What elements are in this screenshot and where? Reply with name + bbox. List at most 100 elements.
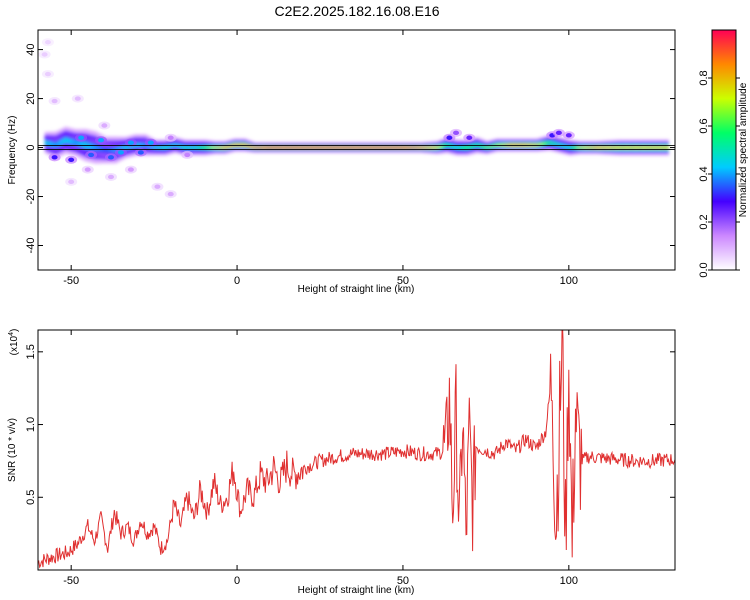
ridge-cell [526,144,530,147]
ridge-cell [82,142,86,147]
ridge-cell [233,144,237,147]
ridge-cell [398,146,402,149]
ridge-cell [241,144,245,147]
ridge-cell [622,146,626,149]
snr-multiplier: (x104) [8,329,20,356]
colorbar-ticks: 0.0 0.2 0.4 0.6 0.8 [698,70,740,278]
spectral-blob-core [147,140,154,145]
ridge-cell [550,142,554,145]
ridge-cell [376,146,380,149]
ridge-cell [576,146,580,149]
ridge-cell [500,144,504,147]
spectral-blob-core [84,167,91,172]
ridge-cell [524,144,528,147]
ridge-cell [462,146,465,149]
ridge-cell [452,145,455,148]
ridge-cell [481,145,485,148]
ridge-cell [197,146,201,149]
snr-panel: -50 0 50 100 0.5 1.0 1.5 Height of straight li… [7,329,676,596]
ridge-cell [352,146,355,149]
ridge-cell [409,146,412,149]
ridge-cell [162,146,165,149]
ridge-cell [358,146,362,149]
ridge-cell [631,146,634,149]
ridge-cell [385,146,389,149]
ridge-cell [479,145,483,148]
ridge-cell [568,146,572,149]
ridge-cell [515,144,519,147]
spectral-blob-core [41,52,48,57]
ridge-cell [608,146,611,149]
ridge-cell [266,146,269,149]
ridge-cell [544,142,548,145]
ridge-cell [58,141,62,145]
ridge-cell [456,146,459,149]
ridge-cell [261,146,265,149]
ridge-cell [290,146,293,149]
ridge-cell [122,146,125,150]
ridge-cell [239,144,243,147]
ridge-cell [661,146,665,149]
y-tick-label: 1.5 [25,344,37,359]
ridge-cell [648,146,652,149]
ridge-cell [578,146,582,149]
ridge-cell [279,146,282,149]
ridge-cell [485,146,489,149]
ridge-cell [296,146,300,149]
ridge-cell [274,146,278,149]
ridge-cell [529,144,532,147]
x-tick-label: 50 [397,575,409,587]
ridge-cell [94,145,97,150]
ridge-cell [659,146,663,149]
ridge-cell [327,146,331,149]
ridge-cell [517,144,521,147]
snr-multiplier-base: (x10 [9,335,20,355]
ridge-cell [235,144,239,147]
ridge-cell [221,146,225,149]
spectral-blob-core [98,138,105,143]
ridge-cell [343,146,347,149]
spectral-blob-core [88,152,95,158]
ridge-cell [402,146,406,149]
ridge-cell [332,146,335,149]
ridge-cell [193,146,197,149]
ridge-cell [564,145,568,148]
ridge-cell [140,143,143,147]
ridge-cell [341,146,344,149]
ridge-cell [181,145,185,149]
ridge-cell [537,143,541,146]
ridge-cell [655,146,658,149]
ridge-cell [301,146,305,149]
ridge-cell [98,146,101,151]
spectral-blob-core [127,140,134,145]
spectral-blob-core [167,191,174,197]
ridge-cell [158,146,161,149]
spectral-ridge [44,126,669,164]
ridge-cell [237,144,241,147]
ridge-cell [48,142,52,146]
ridge-cell [387,146,391,149]
ridge-cell [114,148,117,152]
ridge-cell [469,145,473,148]
ridge-cell [438,146,441,149]
ridge-cell [369,146,373,149]
spectral-blob-core [44,40,51,45]
ridge-cell [425,146,429,149]
ridge-cell [509,144,512,147]
ridge-cell [637,146,641,149]
ridge-cell [334,146,338,149]
ridge-cell [391,146,395,149]
ridge-cell [635,146,639,149]
ridge-cell [595,146,599,149]
ridge-cell [610,146,613,149]
spectrogram-xlabel: Height of straight line (km) [298,284,415,295]
x-tick-label: 0 [234,275,240,287]
ridge-cell [70,139,74,144]
ridge-cell [589,146,592,149]
ridge-cell [259,146,263,149]
colorbar: 0.0 0.2 0.4 0.6 0.8 Normalized spectral ampl… [698,29,749,278]
ridge-cell [556,143,560,146]
ridge-cell [650,146,654,149]
ridge-cell [270,146,274,149]
ridge-cell [371,146,375,149]
